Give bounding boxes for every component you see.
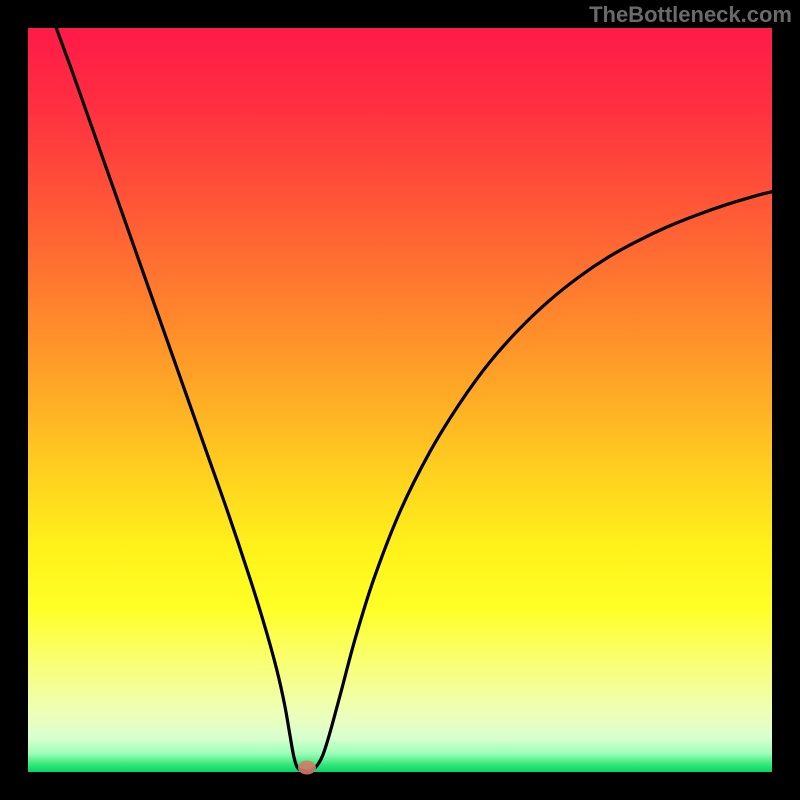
bottleneck-chart: TheBottleneck.com: [0, 0, 800, 800]
plot-background: [28, 28, 772, 772]
chart-svg: [0, 0, 800, 800]
watermark-text: TheBottleneck.com: [589, 2, 792, 28]
optimal-marker: [298, 761, 316, 775]
